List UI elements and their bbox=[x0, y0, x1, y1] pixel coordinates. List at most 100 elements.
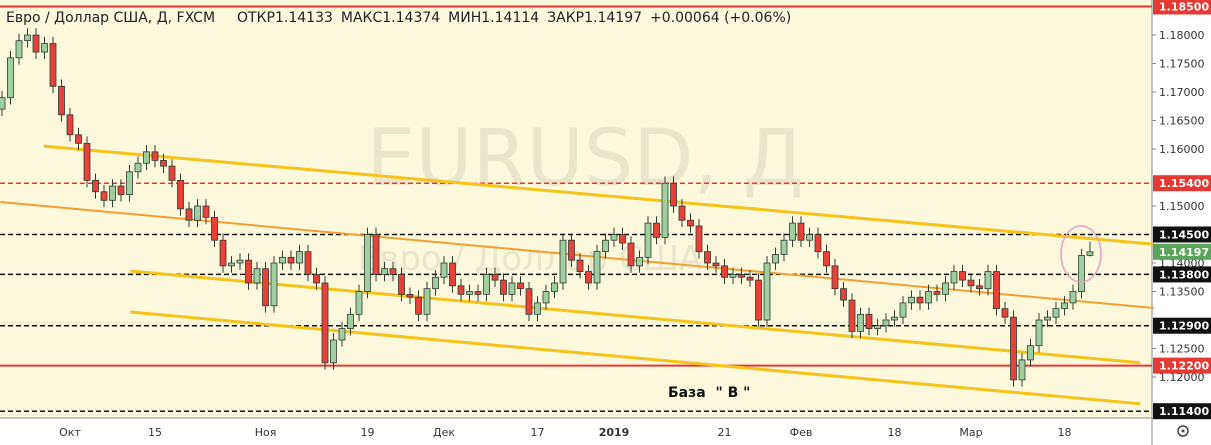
candle-body bbox=[245, 259, 252, 284]
candle-body bbox=[372, 234, 380, 275]
x-tick-label: 18 bbox=[888, 426, 902, 439]
candle-body bbox=[942, 282, 949, 295]
candle-body bbox=[32, 34, 40, 53]
candle-body bbox=[508, 282, 516, 295]
candle-body bbox=[627, 242, 635, 267]
header-value: 1.14197 bbox=[584, 10, 642, 26]
candle-body bbox=[848, 299, 856, 332]
candle-body bbox=[457, 285, 465, 295]
candle-body bbox=[772, 254, 779, 264]
candle-body bbox=[1044, 316, 1051, 321]
level-tag bbox=[1153, 0, 1211, 15]
candle-body bbox=[1027, 345, 1034, 361]
candle-body bbox=[1010, 316, 1017, 381]
header-value: 1.14133 bbox=[275, 10, 333, 26]
y-tick-label: 1.17500 bbox=[1159, 58, 1205, 71]
candle-body bbox=[678, 205, 686, 221]
level-tag bbox=[1153, 317, 1211, 334]
last-price-tag bbox=[1153, 243, 1211, 260]
candle-body bbox=[857, 313, 864, 332]
candle-body bbox=[925, 291, 932, 304]
header-value: 1.14374 bbox=[382, 10, 440, 26]
candle-body bbox=[712, 262, 720, 267]
candle-body bbox=[49, 43, 57, 87]
level-label: 1.12900 bbox=[1159, 320, 1209, 333]
candle-body bbox=[585, 271, 592, 284]
candle-body bbox=[338, 328, 346, 341]
candle-body bbox=[92, 179, 99, 193]
level-label: 1.15400 bbox=[1159, 177, 1209, 190]
candle-body bbox=[134, 162, 142, 173]
time-axis bbox=[0, 418, 1152, 445]
candle-body bbox=[746, 276, 754, 281]
candle-body bbox=[270, 262, 278, 307]
x-tick-label: 21 bbox=[718, 426, 732, 439]
header-label: ОТКР bbox=[237, 10, 275, 26]
candle-body bbox=[542, 291, 550, 304]
candle-body bbox=[355, 291, 363, 315]
candle-body bbox=[466, 291, 473, 295]
candle-body bbox=[262, 268, 269, 307]
candle-body bbox=[534, 302, 541, 315]
candle-body bbox=[704, 251, 711, 264]
candle-body bbox=[568, 239, 575, 261]
x-tick-label: Дек bbox=[433, 426, 455, 439]
candle-body bbox=[1078, 255, 1085, 292]
candle-body bbox=[177, 179, 184, 210]
candle-body bbox=[100, 191, 108, 201]
candle-body bbox=[559, 239, 567, 284]
candle-body bbox=[780, 239, 788, 255]
candle-body bbox=[797, 222, 805, 241]
candle-body bbox=[729, 274, 737, 278]
candle-body bbox=[695, 225, 703, 253]
candle-body bbox=[296, 251, 303, 264]
candle-body bbox=[126, 171, 133, 196]
level-label: 1.18500 bbox=[1159, 0, 1209, 13]
header-label: МАКС bbox=[341, 10, 383, 26]
candle-body bbox=[58, 85, 65, 116]
candle-body bbox=[865, 313, 873, 329]
candle-body bbox=[661, 182, 669, 238]
y-tick-label: 1.18000 bbox=[1159, 29, 1205, 42]
candle-body bbox=[933, 291, 941, 295]
candle-body bbox=[211, 217, 218, 241]
candle-body bbox=[347, 313, 354, 329]
candle-body bbox=[950, 271, 958, 284]
level-label: 1.14500 bbox=[1159, 229, 1209, 242]
x-tick-label: 18 bbox=[1058, 426, 1072, 439]
level-tag bbox=[1153, 357, 1211, 374]
candle-body bbox=[143, 151, 150, 164]
candle-body bbox=[916, 296, 924, 304]
level-tag bbox=[1153, 226, 1211, 243]
settings-icon[interactable] bbox=[1177, 425, 1189, 437]
candle-body bbox=[66, 114, 74, 136]
x-tick-label: Мар bbox=[959, 426, 982, 439]
x-tick-label: 2019 bbox=[599, 426, 630, 439]
trendline bbox=[130, 310, 1141, 406]
candle-body bbox=[755, 279, 762, 321]
level-label: 1.11400 bbox=[1159, 405, 1209, 418]
candle-body bbox=[602, 239, 609, 253]
candle-body bbox=[738, 274, 745, 278]
level-label: 1.12200 bbox=[1159, 360, 1209, 373]
candle-body bbox=[194, 205, 201, 221]
candle-body bbox=[15, 40, 23, 59]
candle-body bbox=[364, 234, 371, 292]
watermark: EURUSD, Д Евро / Доллар США bbox=[358, 114, 804, 279]
candle-body bbox=[551, 282, 558, 292]
candle-body bbox=[330, 339, 337, 364]
y-tick-label: 1.16000 bbox=[1159, 143, 1205, 156]
x-tick-label: 15 bbox=[148, 426, 162, 439]
candle-body bbox=[253, 268, 261, 284]
y-tick-label: 1.12000 bbox=[1159, 371, 1205, 384]
candle-body bbox=[1035, 319, 1043, 347]
watermark-text: EURUSD, Д bbox=[366, 114, 804, 204]
header: Евро / Доллар США, Д, FXCM ОТКР1.14133 МАК… bbox=[6, 10, 791, 26]
candle-body bbox=[313, 274, 320, 284]
y-tick-label: 1.12500 bbox=[1159, 343, 1205, 356]
candle-body bbox=[398, 274, 405, 295]
trendlines bbox=[0, 144, 1154, 406]
candle-body bbox=[653, 222, 660, 238]
candle-body bbox=[984, 271, 992, 290]
candle-body bbox=[831, 265, 839, 290]
